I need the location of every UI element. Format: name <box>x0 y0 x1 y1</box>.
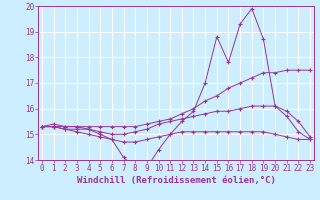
X-axis label: Windchill (Refroidissement éolien,°C): Windchill (Refroidissement éolien,°C) <box>76 176 276 185</box>
